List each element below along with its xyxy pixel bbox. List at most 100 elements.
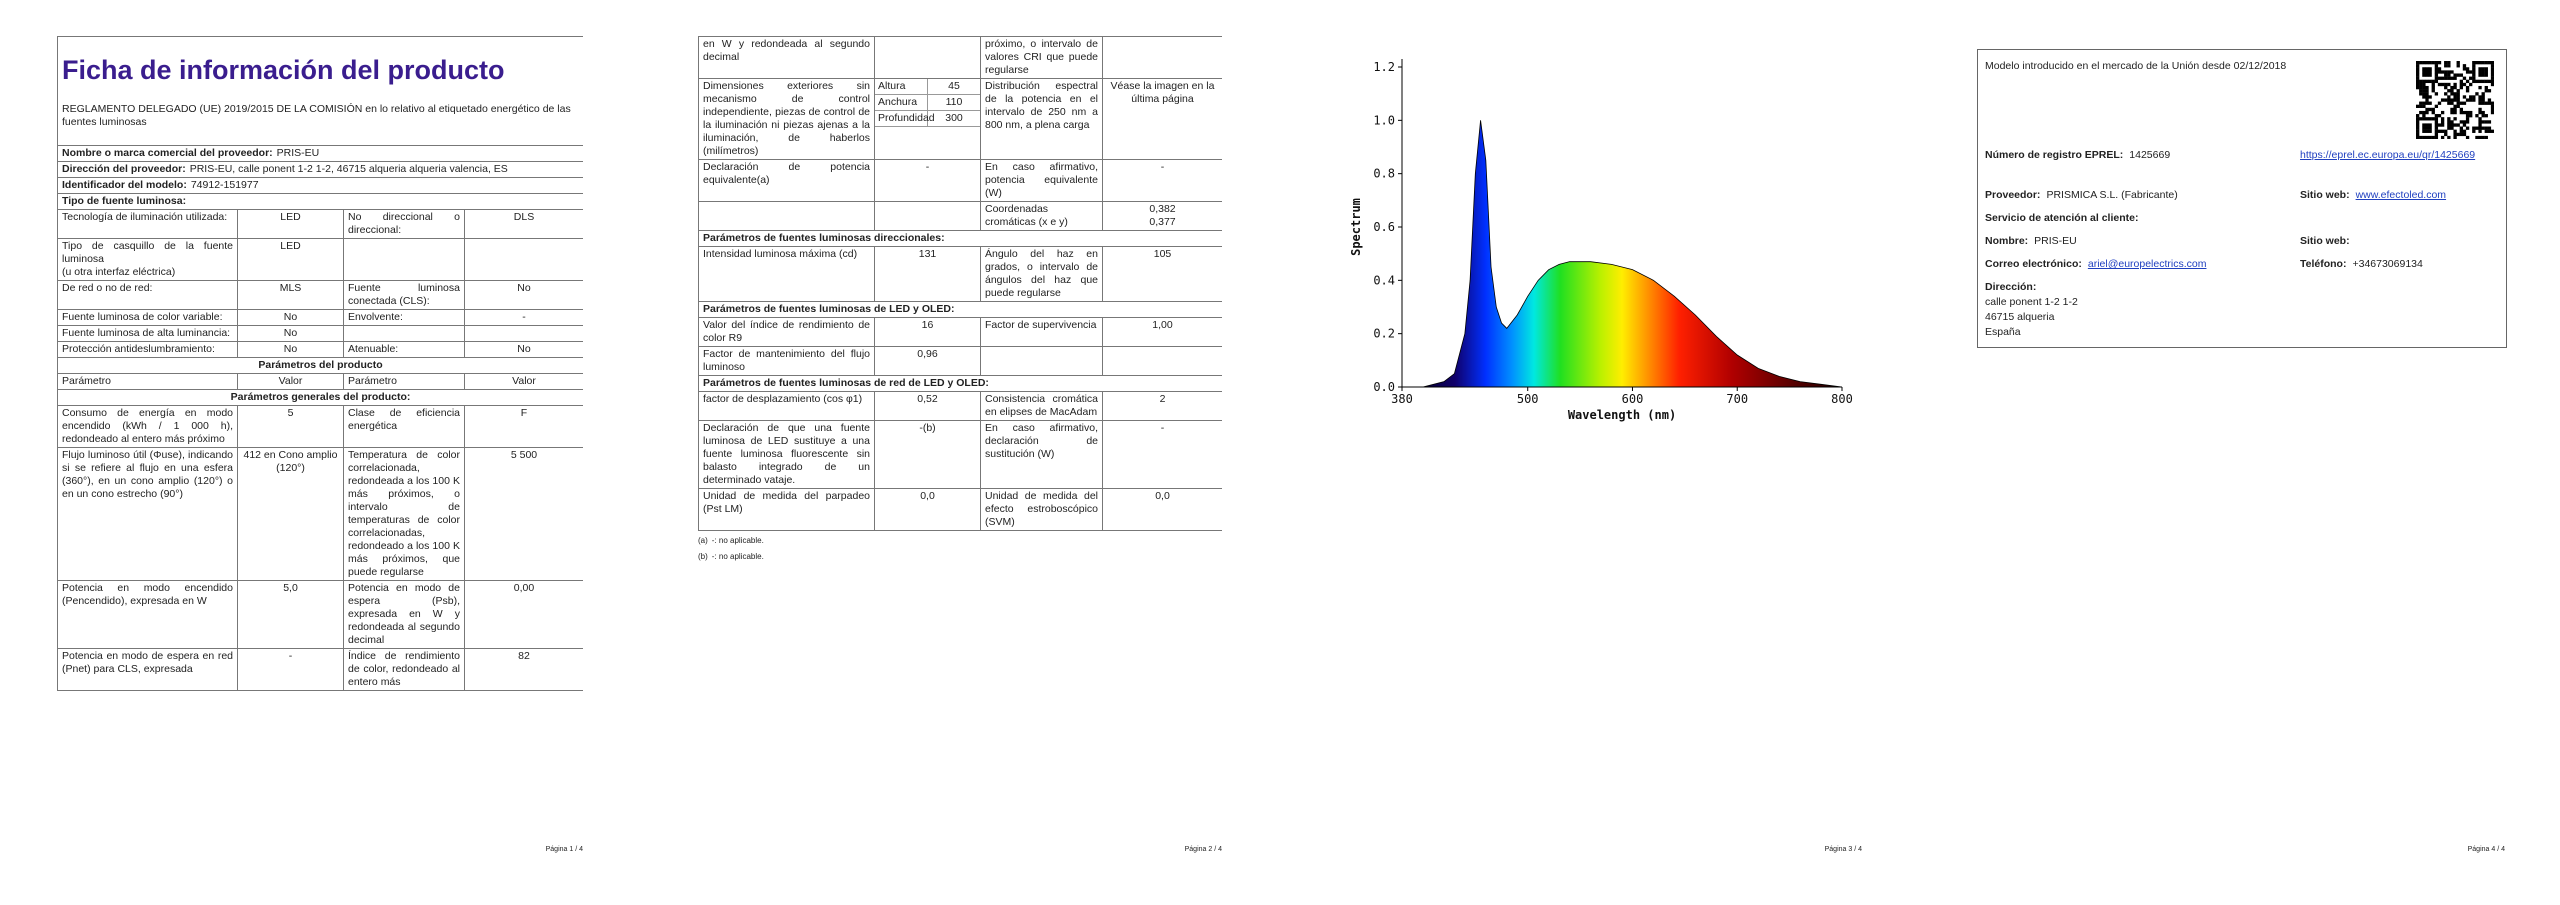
value-cell: -	[1102, 420, 1222, 489]
footnote: (b) -: no aplicable.	[698, 551, 1222, 563]
qr-module	[2459, 107, 2463, 112]
qr-module	[2440, 82, 2445, 87]
info-cell: Dirección del proveedor: PRIS-EU, calle p…	[57, 161, 583, 178]
qr-module	[2434, 70, 2439, 74]
section-header: Parámetros del producto	[57, 357, 583, 374]
qr-module	[2419, 92, 2423, 96]
qr-module	[2428, 123, 2432, 127]
qr-module	[2431, 117, 2435, 121]
qr-module	[2490, 129, 2494, 133]
qr-module	[2437, 70, 2442, 74]
qr-module	[2472, 95, 2476, 99]
qr-module	[2481, 73, 2485, 77]
table-row: Parámetros de fuentes luminosas de red d…	[698, 375, 1222, 392]
qr-module	[2434, 61, 2439, 65]
qr-module	[2487, 101, 2492, 105]
qr-module	[2422, 123, 2426, 127]
qr-module	[2481, 120, 2485, 124]
parameter-cell	[343, 325, 465, 342]
value-cell	[463, 238, 583, 281]
qr-module	[2478, 120, 2482, 124]
qr-module	[2419, 101, 2423, 105]
parameter-cell: Atenuable:	[343, 341, 465, 358]
qr-module	[2437, 61, 2442, 65]
qr-module	[2419, 85, 2423, 90]
qr-module	[2416, 123, 2420, 127]
qr-module	[2459, 82, 2463, 87]
y-tick-label: 1.2	[1373, 60, 1395, 74]
product-table: en W y redondeada al segundo decimal próx…	[698, 36, 1222, 531]
parameter-cell: próximo, o intervalo de valores CRI que …	[980, 36, 1103, 79]
footnote-text: -: no aplicable.	[711, 536, 764, 545]
y-tick-label: 0.0	[1373, 380, 1395, 394]
qr-module	[2437, 129, 2442, 133]
email-link[interactable]: ariel@europelectrics.com	[2087, 258, 2207, 270]
field: Servicio de atención al cliente:	[1985, 212, 2144, 225]
qr-module	[2490, 82, 2494, 87]
qr-module	[2478, 79, 2482, 84]
eprel-link[interactable]: https://eprel.ec.europa.eu/qr/1425669	[2300, 149, 2476, 161]
qr-module	[2453, 117, 2457, 121]
qr-module	[2481, 92, 2485, 96]
field: Proveedor: PRISMICA S.L. (Fabricante)	[1985, 189, 2178, 202]
qr-module	[2416, 117, 2420, 121]
qr-module	[2459, 85, 2463, 90]
parameter-cell: Fuente luminosa de alta luminancia:	[57, 325, 238, 342]
parameter-cell: Tipo de casquillo de la fuente luminosa …	[57, 238, 238, 281]
qr-module	[2481, 101, 2485, 105]
qr-module	[2490, 70, 2494, 74]
qr-module	[2440, 135, 2445, 139]
qr-module	[2444, 70, 2448, 74]
qr-module	[2422, 110, 2426, 115]
info-cell: Identificador del modelo: 74912-151977	[57, 177, 583, 194]
qr-module	[2478, 85, 2482, 90]
title-cell: Ficha de información del producto REGLAM…	[57, 36, 583, 146]
qr-module	[2478, 95, 2482, 99]
y-axis-label: Spectrum	[1349, 198, 1363, 256]
website-link[interactable]: www.efectoled.com	[2355, 189, 2447, 201]
qr-module	[2456, 98, 2460, 102]
qr-module	[2453, 104, 2457, 108]
qr-module	[2453, 135, 2457, 139]
qr-module	[2475, 92, 2479, 96]
table-row: Dirección del proveedor: PRIS-EU, calle p…	[57, 161, 583, 178]
parameter-cell: Declaración de que una fuente luminosa d…	[698, 420, 875, 489]
section-header: Parámetros de fuentes luminosas de LED y…	[698, 301, 1222, 318]
qr-module	[2478, 98, 2482, 102]
dimension-value: 300	[927, 110, 980, 127]
qr-module	[2484, 79, 2488, 84]
qr-module	[2434, 117, 2439, 121]
field: https://eprel.ec.europa.eu/qr/1425669	[2300, 149, 2500, 161]
qr-module	[2475, 61, 2479, 65]
value-cell	[874, 36, 981, 79]
table-row: Declaración de potencia equivalente(a) - E…	[698, 159, 1222, 202]
qr-module	[2422, 117, 2426, 121]
table-row: en W y redondeada al segundo decimal próx…	[698, 36, 1222, 79]
y-tick-label: 0.6	[1373, 220, 1395, 234]
qr-module	[2416, 61, 2420, 65]
qr-module	[2453, 82, 2457, 87]
qr-module	[2487, 98, 2492, 102]
qr-module	[2484, 129, 2488, 133]
y-tick-label: 0.2	[1373, 327, 1395, 341]
qr-module	[2453, 95, 2457, 99]
qr-module	[2478, 135, 2482, 139]
qr-module	[2469, 95, 2473, 99]
field: Número de registro EPREL: 1425669	[1985, 149, 2170, 162]
label: Dirección:	[1985, 281, 2037, 293]
qr-module	[2428, 126, 2432, 130]
parameter-cell: Fuente luminosa conectada (CLS):	[343, 280, 465, 310]
qr-module	[2450, 70, 2454, 74]
value-cell: LED	[237, 209, 344, 239]
parameter-cell: Valor del índice de rendimiento de color…	[698, 317, 875, 347]
qr-module	[2425, 110, 2429, 115]
qr-module	[2434, 79, 2439, 84]
dimension-row: Altura 45	[875, 79, 980, 95]
qr-module	[2447, 135, 2451, 139]
page: Modelo introducido en el mercado de la U…	[1977, 49, 2507, 348]
qr-module	[2484, 73, 2488, 77]
qr-module	[2475, 114, 2479, 118]
qr-module	[2484, 89, 2488, 93]
parameter-cell	[980, 346, 1103, 376]
qr-module	[2422, 89, 2426, 93]
